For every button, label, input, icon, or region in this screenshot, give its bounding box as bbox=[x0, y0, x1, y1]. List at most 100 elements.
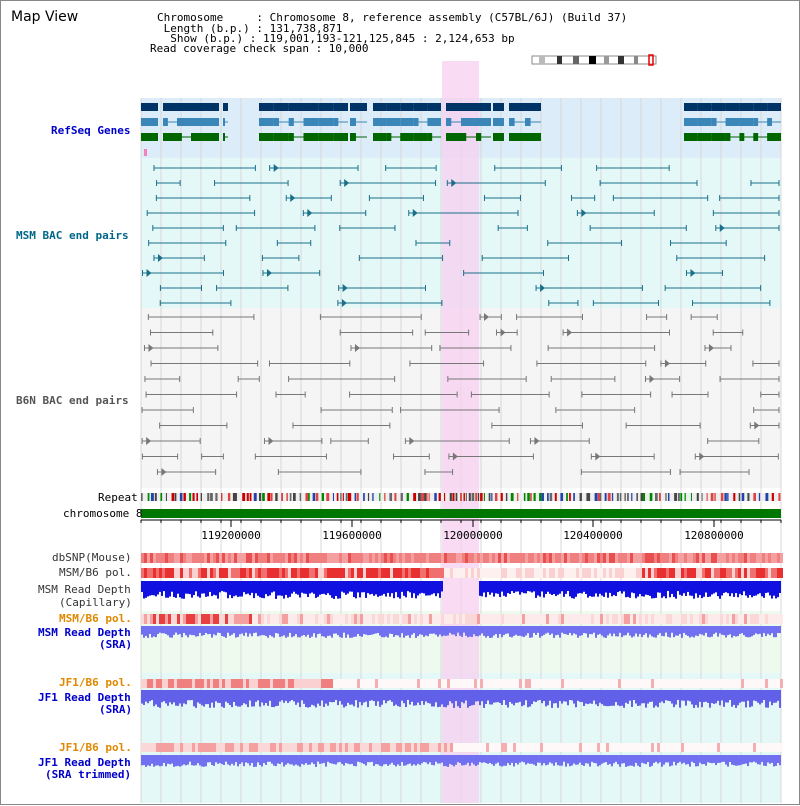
jf1-trimmed-depth-bar bbox=[413, 755, 415, 765]
dbsnp-cell bbox=[228, 553, 231, 563]
jf1-trimmed-depth-bar bbox=[229, 755, 231, 766]
jf1-sra-depth-bar bbox=[195, 690, 197, 708]
msm-pol2-cell bbox=[444, 614, 447, 624]
msm-sra-depth-bar bbox=[277, 626, 279, 634]
dbsnp-cell bbox=[465, 553, 468, 563]
jf1-sra-depth-bar bbox=[163, 690, 165, 702]
repeat-element bbox=[367, 493, 370, 501]
msm-sra-depth-bar bbox=[189, 626, 191, 635]
jf1-pol2-cell bbox=[378, 743, 381, 752]
msm-capillary-depth-bar bbox=[727, 581, 729, 594]
msm-capillary-depth-bar bbox=[301, 581, 303, 593]
jf1-pol2-cell bbox=[741, 743, 744, 752]
b6n-bac-pairs[interactable] bbox=[141, 313, 780, 476]
refseq-genes-track[interactable] bbox=[141, 103, 781, 141]
jf1-trimmed-depth-bar bbox=[173, 755, 175, 767]
msm-capillary-depth-bar bbox=[779, 581, 781, 594]
dbsnp-cell bbox=[594, 553, 597, 563]
msm-sra-depth-bar bbox=[719, 626, 721, 634]
msm-capillary-depth-bar bbox=[207, 581, 209, 597]
msm-bac-pairs[interactable] bbox=[142, 164, 780, 307]
msm-pol-cell bbox=[570, 568, 573, 578]
msm-sra-depth-bar bbox=[487, 626, 489, 636]
jf1-pol2-cell bbox=[156, 743, 159, 752]
msm-capillary-depth-bar bbox=[523, 581, 525, 594]
msm-capillary-depth-bar bbox=[141, 581, 143, 592]
msm-sra-depth-bar bbox=[357, 626, 359, 635]
gene-exon bbox=[427, 103, 441, 111]
dbsnp-cell bbox=[345, 553, 348, 563]
msm-capillary-depth-bar bbox=[765, 581, 767, 593]
msm-capillary-depth-bar bbox=[267, 581, 269, 597]
msm-sra-depth-bar bbox=[299, 626, 301, 638]
msm-capillary-depth-bar bbox=[501, 581, 503, 592]
msm-pol-cell bbox=[711, 568, 714, 578]
jf1-sra-depth-bar bbox=[773, 690, 775, 703]
msm-pol2-cell bbox=[600, 614, 603, 624]
jf1-pol-cell bbox=[498, 679, 501, 688]
jf1-pol-cell bbox=[714, 679, 717, 688]
msm-pol-cell bbox=[498, 568, 501, 578]
msm-capillary-depth-bar bbox=[365, 581, 367, 598]
jf1-trimmed-depth-bar bbox=[737, 755, 739, 766]
dbsnp-cell bbox=[402, 553, 405, 563]
msm-pol2-cell bbox=[498, 614, 501, 624]
msm-pol-cell bbox=[315, 568, 318, 578]
jf1-trimmed-depth-bar bbox=[675, 755, 677, 766]
msm-pol-cell bbox=[204, 568, 207, 578]
bac-end-arrow bbox=[342, 284, 348, 292]
jf1-trimmed-depth-bar bbox=[215, 755, 217, 763]
chromosome-bar[interactable] bbox=[141, 509, 781, 518]
dbsnp-cell bbox=[552, 553, 555, 563]
gene-exon bbox=[684, 118, 698, 126]
jf1-trimmed-depth-bar bbox=[741, 755, 743, 765]
gene-exon bbox=[413, 103, 428, 111]
msm-sra-depth-bar bbox=[327, 626, 329, 636]
jf1-pol2-cell bbox=[219, 743, 222, 752]
repeat-track[interactable] bbox=[141, 493, 781, 501]
msm-pol2-cell bbox=[153, 614, 156, 624]
msm-pol2-cell bbox=[249, 614, 252, 624]
msm-pol-cell bbox=[738, 568, 741, 578]
dbsnp-cell bbox=[177, 553, 180, 563]
msm-capillary-depth-bar bbox=[493, 581, 495, 597]
heat-tracks[interactable] bbox=[141, 553, 783, 767]
dbsnp-cell bbox=[186, 553, 189, 563]
jf1-sra-depth-bar bbox=[227, 690, 229, 704]
msm-sra-depth-bar bbox=[347, 626, 349, 635]
msm-capillary-depth-bar bbox=[355, 581, 357, 599]
jf1-trimmed-depth-bar bbox=[515, 755, 517, 763]
msm-pol2-cell bbox=[189, 614, 192, 624]
jf1-trimmed-depth-bar bbox=[471, 755, 473, 763]
jf1-trimmed-depth-bar bbox=[407, 755, 409, 765]
chromosome-ideogram[interactable] bbox=[531, 54, 657, 66]
dbsnp-cell bbox=[468, 553, 471, 563]
msm-pol-cell bbox=[405, 568, 408, 578]
jf1-pol-cell bbox=[456, 679, 459, 688]
dbsnp-cell bbox=[591, 553, 594, 563]
dbsnp-cell bbox=[165, 553, 168, 563]
msm-sra-depth-bar bbox=[377, 626, 379, 633]
jf1-sra-depth-bar bbox=[485, 690, 487, 704]
msm-capillary-depth-bar bbox=[603, 581, 605, 597]
msm-sra-depth-bar bbox=[619, 626, 621, 633]
dbsnp-cell bbox=[279, 553, 282, 563]
jf1-trimmed-depth-bar bbox=[601, 755, 603, 764]
jf1-trimmed-depth-bar bbox=[335, 755, 337, 765]
gene-exon bbox=[461, 103, 476, 111]
dbsnp-cell bbox=[762, 553, 765, 563]
jf1-pol-cell bbox=[561, 679, 564, 688]
msm-pol-cell bbox=[645, 568, 648, 578]
jf1-sra-depth-bar bbox=[467, 690, 469, 708]
gene-exon bbox=[753, 103, 768, 111]
gene-exon bbox=[141, 103, 158, 111]
jf1-sra-depth-bar bbox=[589, 690, 591, 704]
msm-sra-depth-bar bbox=[645, 626, 647, 634]
jf1-trimmed-depth-bar bbox=[453, 755, 455, 767]
jf1-pol-cell bbox=[612, 679, 615, 688]
dbsnp-cell bbox=[210, 553, 213, 563]
repeat-element bbox=[249, 493, 252, 501]
jf1-pol2-cell bbox=[591, 743, 594, 752]
msm-sra-depth-bar bbox=[389, 626, 391, 634]
